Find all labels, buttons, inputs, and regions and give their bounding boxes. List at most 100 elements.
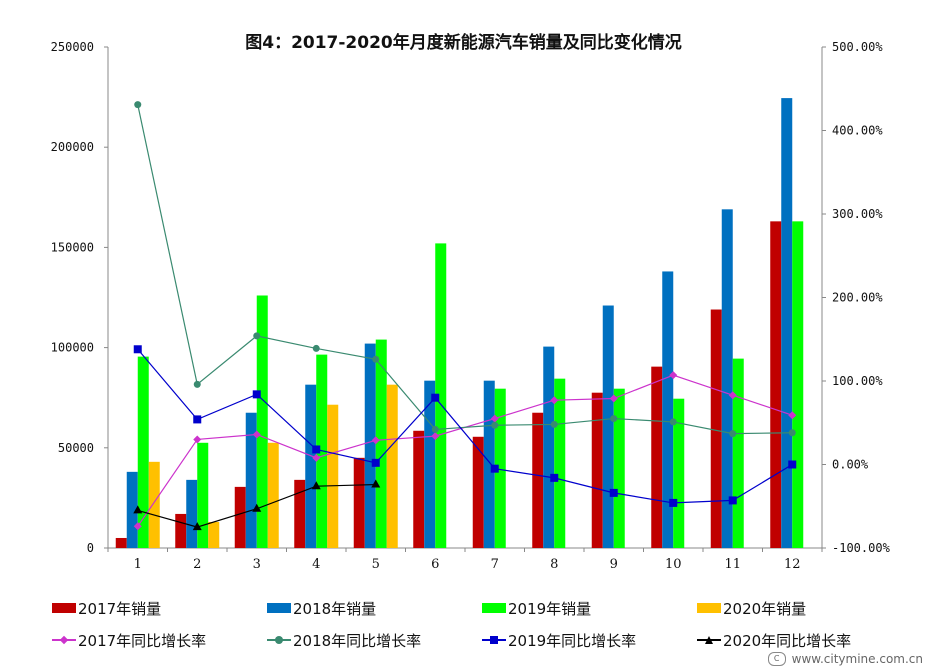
bar-2018年销量-7 [483,380,495,548]
legend-swatch [267,603,291,613]
x-tick-label: 8 [550,557,558,572]
x-tick-label: 12 [784,557,801,572]
legend-row-lines: 2017年同比增长率 2018年同比增长率 2019年同比增长率 2020年同比… [52,624,912,656]
legend-item-2019-sales: 2019年销量 [482,598,697,619]
marker-2020年同比增长率-2 [192,522,202,531]
legend-line-swatch [267,634,291,646]
legend-item-2020-sales: 2020年销量 [697,598,912,619]
bar-2019年销量-11 [732,358,744,548]
bar-2019年销量-12 [792,221,804,548]
y-right-tick-label: 200.00% [832,291,883,305]
marker-2019年同比增长率-2 [193,415,202,424]
bar-2019年销量-9 [613,388,625,548]
marker-2018年同比增长率-8 [550,420,558,428]
bar-2018年销量-8 [543,346,555,548]
marker-2019年同比增长率-10 [669,498,678,507]
bar-2017年销量-12 [770,221,782,548]
marker-2017年同比增长率-12 [788,411,797,420]
marker-2019年同比增长率-11 [728,496,737,505]
marker-2017年同比增长率-9 [609,394,618,403]
legend-item-2017-growth: 2017年同比增长率 [52,630,267,651]
y-right-tick-label: 400.00% [832,124,883,138]
marker-2017年同比增长率-7 [490,414,499,423]
marker-2019年同比增长率-6 [431,393,440,402]
legend-item-2017-sales: 2017年销量 [52,598,267,619]
y-right-tick-label: 100.00% [832,374,883,388]
bar-2019年销量-8 [554,378,566,548]
legend-item-2019-growth: 2019年同比增长率 [482,630,697,651]
legend-swatch [697,603,721,613]
marker-2019年同比增长率-12 [788,460,797,469]
bar-2018年销量-6 [424,380,436,548]
marker-2020年同比增长率-1 [133,505,143,514]
marker-2018年同比增长率-10 [669,418,677,426]
legend-item-2018-sales: 2018年销量 [267,598,482,619]
bar-2020年销量-2 [208,521,220,548]
marker-2018年同比增长率-9 [610,415,618,423]
legend-swatch [482,603,506,613]
bar-2017年销量-1 [115,537,127,548]
bar-2019年销量-5 [375,339,387,548]
bar-2018年销量-1 [126,471,138,548]
bar-2018年销量-9 [602,305,614,548]
bar-2020年销量-4 [327,404,339,548]
marker-2019年同比增长率-9 [609,488,618,497]
legend-item-2020-growth: 2020年同比增长率 [697,630,912,651]
x-tick-label: 4 [312,557,320,572]
legend-label: 2020年同比增长率 [723,631,852,650]
bar-2019年销量-2 [197,442,209,548]
bar-2017年销量-11 [710,309,722,548]
y-left-tick-label: 0 [87,541,94,555]
legend-label: 2019年同比增长率 [508,631,637,650]
marker-2018年同比增长率-11 [729,430,737,438]
marker-2019年同比增长率-7 [490,464,499,473]
marker-2018年同比增长率-1 [134,101,142,109]
bars [115,98,804,549]
bar-2018年销量-2 [186,479,198,548]
bar-2019年销量-3 [256,295,268,548]
chart-title: 图4：2017-2020年月度新能源汽车销量及同比变化情况 [245,33,682,53]
bar-2019年销量-10 [673,398,685,548]
bar-2019年销量-7 [494,388,506,548]
marker-2019年同比增长率-1 [133,345,142,354]
y-left-tick-label: 50000 [58,441,94,455]
marker-2018年同比增长率-5 [372,355,380,363]
square-marker-icon [490,636,498,644]
marker-2020年同比增长率-3 [252,503,262,512]
axes: 0 50000 100000 150000 200000 250000 -100.00% 0.… [51,40,891,572]
x-tick-label: 6 [431,557,439,572]
bar-2018年销量-3 [245,412,257,548]
marker-2018年同比增长率-2 [193,380,201,388]
marker-2018年同比增长率-7 [491,421,499,429]
bar-2019年销量-6 [435,243,447,548]
bar-2017年销量-8 [532,412,544,548]
bar-2017年销量-10 [651,366,663,548]
circle-marker-icon [275,636,283,644]
marker-2018年同比增长率-3 [253,332,261,340]
bar-2018年销量-10 [662,271,674,548]
marker-2017年同比增长率-11 [728,391,737,400]
legend-label: 2019年销量 [508,599,592,618]
bar-2017年销量-2 [175,513,187,548]
citymine-logo-icon: C [767,652,786,666]
x-tick-label: 5 [372,557,380,572]
x-tick-label: 9 [610,557,618,572]
triangle-marker-icon [705,636,713,644]
y-right-tick-label: 0.00% [832,458,869,472]
x-tick-label: 10 [665,557,682,572]
marker-2017年同比增长率-10 [669,371,678,380]
y-right-tick-label: -100.00% [832,541,891,555]
marker-2017年同比增长率-6 [431,432,440,441]
marker-2020年同比增长率-4 [311,481,321,490]
marker-2018年同比增长率-4 [312,344,320,352]
line-2019年同比增长率 [137,348,793,504]
legend-swatch [52,603,76,613]
marker-2017年同比增长率-1 [133,522,142,531]
bar-2017年销量-6 [413,430,425,548]
x-tick-label: 1 [134,557,142,572]
marker-2017年同比增长率-8 [550,396,559,405]
lines [133,101,797,531]
legend-line-swatch [697,634,721,646]
legend-line-swatch [482,634,506,646]
